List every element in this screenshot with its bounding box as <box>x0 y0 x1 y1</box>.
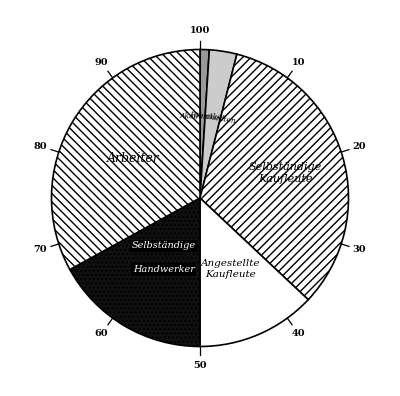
Wedge shape <box>70 198 200 346</box>
Text: 80: 80 <box>34 142 47 150</box>
Text: 50: 50 <box>193 361 207 370</box>
Text: 60: 60 <box>94 329 108 338</box>
Text: 10: 10 <box>292 58 305 67</box>
Wedge shape <box>52 50 200 270</box>
Text: Angestellte
Kaufleute: Angestellte Kaufleute <box>201 259 260 279</box>
Wedge shape <box>200 50 209 198</box>
Text: 100: 100 <box>190 26 210 35</box>
Wedge shape <box>200 198 308 346</box>
Text: Handwerker: Handwerker <box>133 265 195 274</box>
Text: Selbständige
Kaufleute: Selbständige Kaufleute <box>249 162 322 185</box>
Text: Fabrikanten: Fabrikanten <box>189 110 236 125</box>
Text: 40: 40 <box>292 329 306 338</box>
Text: 20: 20 <box>353 142 366 150</box>
Text: Arbeiter: Arbeiter <box>107 152 160 165</box>
Wedge shape <box>200 50 237 198</box>
Wedge shape <box>200 54 348 300</box>
Text: Akademiker: Akademiker <box>179 112 226 121</box>
Text: 30: 30 <box>353 246 366 254</box>
Text: 70: 70 <box>34 246 47 254</box>
Text: 90: 90 <box>94 58 108 67</box>
Text: Selbständige: Selbständige <box>132 242 196 251</box>
